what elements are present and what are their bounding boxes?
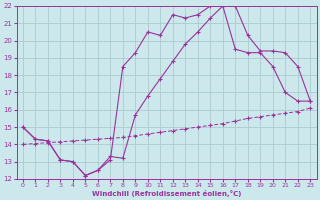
X-axis label: Windchill (Refroidissement éolien,°C): Windchill (Refroidissement éolien,°C): [92, 190, 241, 197]
